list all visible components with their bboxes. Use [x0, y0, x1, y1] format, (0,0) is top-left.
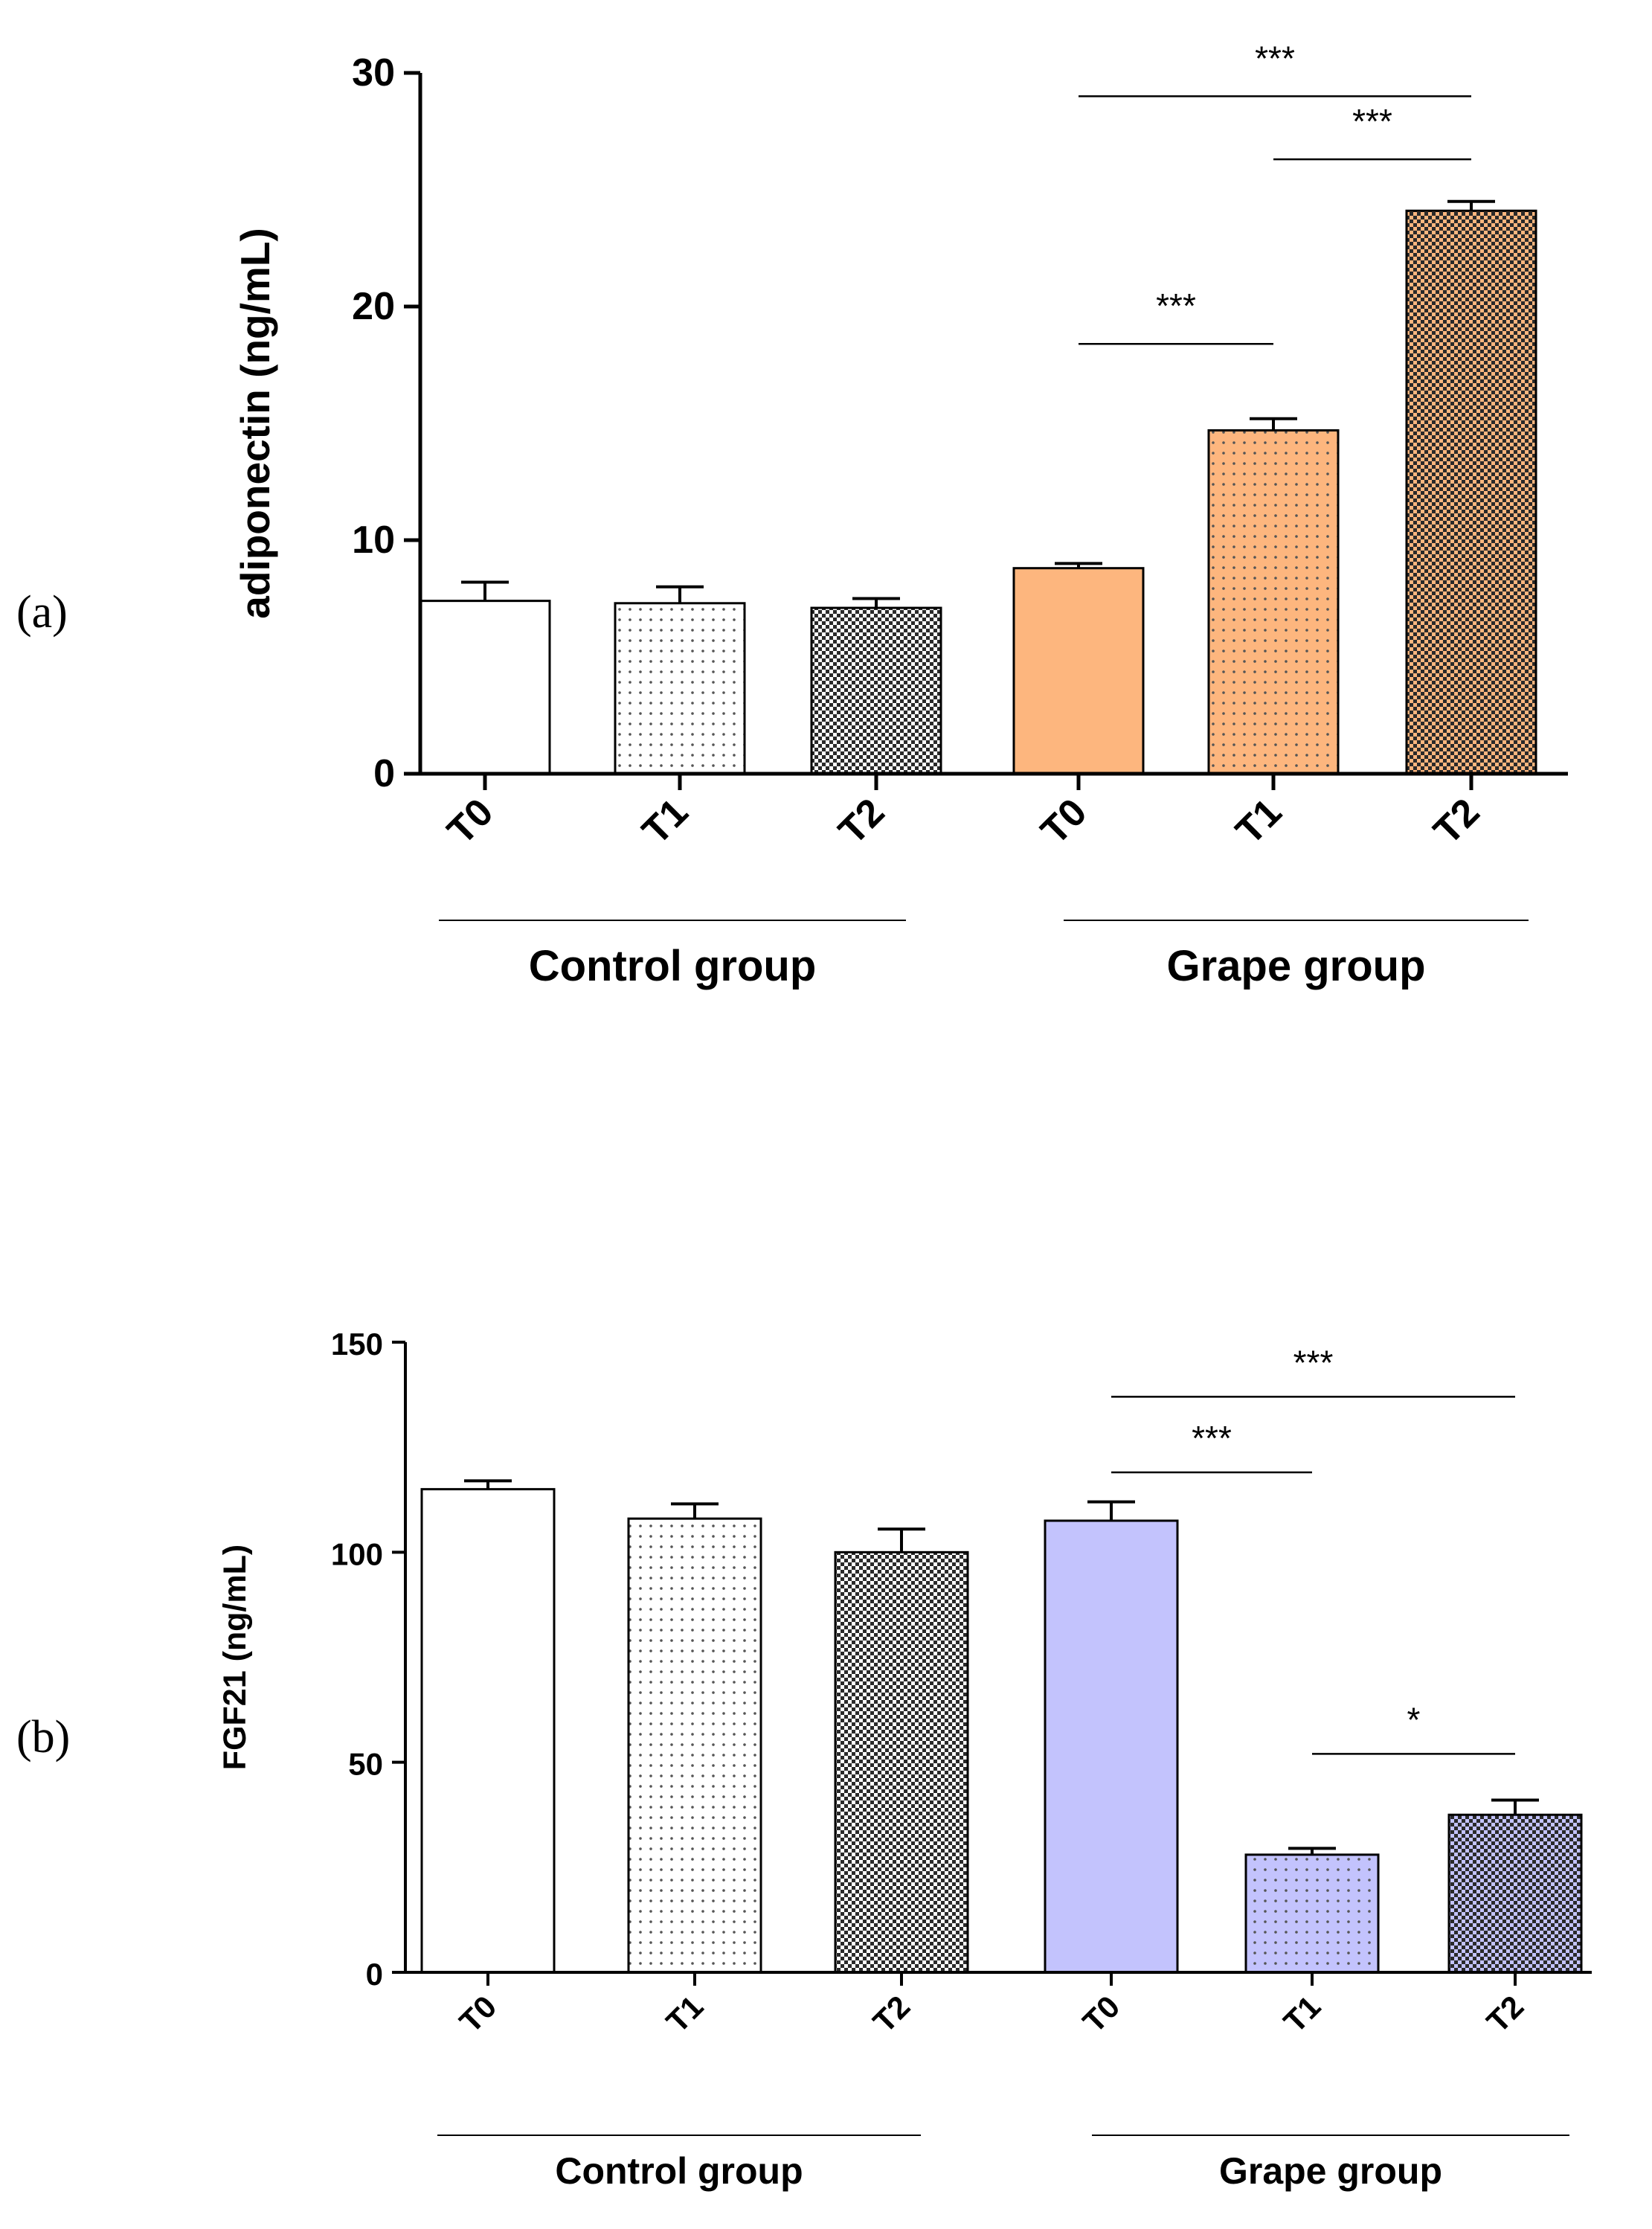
significance-label: *** [1352, 102, 1392, 141]
x-tick-label: T0 [440, 790, 502, 853]
x-tick-label: T0 [1033, 790, 1096, 853]
bar-pattern [835, 1552, 968, 1972]
significance-label: *** [1192, 1419, 1232, 1457]
x-tick-label: T2 [1426, 790, 1488, 853]
significance-label: *** [1255, 39, 1295, 77]
bar [420, 600, 550, 774]
bar [1014, 568, 1143, 774]
group-label: Control group [529, 942, 817, 990]
bar-pattern [1407, 211, 1536, 774]
x-tick-label: T1 [634, 790, 697, 853]
y-tick-label: 20 [352, 285, 395, 328]
y-axis-title: FGF21 (ng/mL) [217, 1545, 253, 1770]
significance-label: *** [1156, 286, 1196, 325]
x-tick-label: T1 [1228, 790, 1291, 853]
panel-label-b: (b) [16, 1712, 70, 1763]
chart-adiponectin: 0 10 20 30 T0 T1 T2 T0 T1 T2 adiponectin (ng/mL) Co… [232, 39, 1568, 990]
y-tick-label: 0 [366, 1957, 383, 1992]
group-label: Grape group [1219, 2150, 1442, 2192]
bar [422, 1489, 554, 1972]
bar-pattern [811, 608, 941, 774]
y-tick-label: 10 [352, 519, 395, 562]
x-tick-label: T0 [1076, 1989, 1126, 2039]
significance-label: *** [1293, 1343, 1334, 1382]
significance-label: * [1407, 1700, 1421, 1739]
x-tick-label: T0 [452, 1989, 503, 2039]
x-tick-label: T2 [866, 1989, 916, 2039]
y-tick-label: 30 [352, 51, 395, 94]
bar-pattern [1449, 1815, 1581, 1972]
y-tick-label: 0 [373, 752, 395, 795]
bar-pattern [1209, 430, 1338, 774]
group-label: Control group [555, 2150, 803, 2192]
y-axis-title: adiponectin (ng/mL) [232, 228, 278, 619]
panel-label-a: (a) [16, 587, 68, 638]
bar-pattern [629, 1518, 761, 1972]
x-tick-label: T1 [659, 1989, 710, 2039]
x-tick-label: T1 [1276, 1989, 1327, 2039]
bar-pattern [1246, 1854, 1378, 1972]
y-tick-label: 50 [348, 1747, 383, 1782]
bar-pattern [615, 603, 745, 774]
y-tick-label: 150 [331, 1327, 383, 1362]
x-tick-label: T2 [831, 790, 893, 853]
y-tick-label: 100 [331, 1536, 383, 1571]
bar [1045, 1520, 1177, 1972]
x-tick-label: T2 [1479, 1989, 1530, 2039]
group-label: Grape group [1166, 942, 1425, 990]
chart-fgf21: 0 50 100 150 T0 T1 T2 T0 T1 T2 FGF21 (ng/mL) Contro… [217, 1327, 1592, 2192]
